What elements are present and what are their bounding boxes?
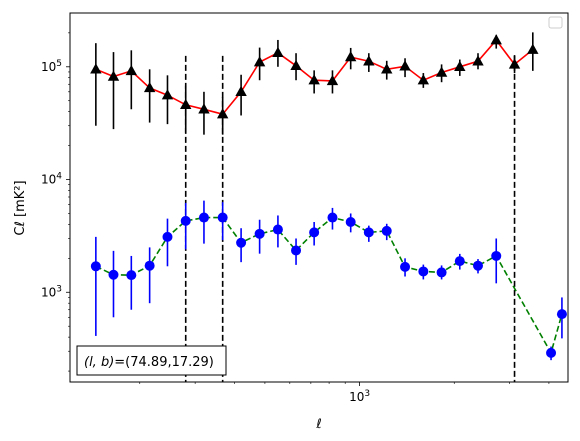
- x-tick-label: 103: [349, 389, 370, 404]
- circle-marker: [309, 227, 320, 238]
- plot-area: [90, 32, 567, 382]
- triangle-marker: [125, 64, 138, 76]
- triangle-marker: [472, 55, 484, 66]
- circle-marker: [272, 224, 283, 235]
- circle-marker: [381, 225, 392, 236]
- triangle-marker: [143, 81, 156, 93]
- y-tick-label: 105: [41, 59, 62, 74]
- triangle-marker: [180, 98, 192, 110]
- circle-marker: [454, 256, 465, 267]
- circle-marker: [236, 237, 247, 248]
- triangle-marker: [527, 43, 539, 54]
- circle-marker: [162, 231, 173, 242]
- circle-marker: [436, 267, 447, 278]
- circle-marker: [126, 270, 137, 281]
- annotation-value: =(74.89,17.29): [114, 355, 214, 370]
- annotation-prefix: (l, b): [84, 355, 114, 370]
- y-axis-label: Cℓ [mK²]: [13, 180, 28, 235]
- triangle-marker: [435, 66, 448, 77]
- y-tick-label: 104: [41, 172, 62, 187]
- circle-marker: [418, 266, 429, 277]
- triangle-marker: [235, 85, 247, 97]
- triangle-marker: [272, 46, 284, 58]
- circle-marker: [400, 261, 411, 272]
- circle-marker: [217, 212, 228, 223]
- circle-marker: [345, 217, 356, 228]
- circle-marker: [291, 245, 302, 256]
- triangle-marker: [326, 74, 339, 86]
- triangle-marker: [308, 74, 320, 85]
- circle-marker: [198, 212, 209, 223]
- circle-marker: [108, 269, 119, 280]
- legend-box: [548, 16, 563, 29]
- annotation-box: [76, 345, 227, 376]
- triangle-marker: [490, 34, 502, 45]
- plot-frame: [69, 12, 569, 383]
- triangle-marker: [161, 89, 174, 100]
- triangle-marker: [344, 51, 357, 62]
- circle-marker: [473, 260, 484, 271]
- triangle-marker: [107, 70, 120, 81]
- circle-marker: [363, 227, 374, 238]
- triangle-marker: [90, 63, 102, 74]
- triangle-marker: [253, 56, 266, 67]
- triangle-marker: [454, 60, 466, 71]
- annotation-text: (l, b)=(74.89,17.29): [84, 355, 214, 370]
- triangle-marker: [198, 103, 210, 114]
- circle-marker: [144, 260, 155, 271]
- triangle-marker: [381, 63, 393, 74]
- triangle-marker: [508, 58, 521, 69]
- x-axis-label: ℓ: [315, 417, 321, 432]
- circle-marker: [254, 228, 265, 239]
- triangle-marker: [363, 55, 375, 66]
- circle-marker: [327, 212, 338, 223]
- triangle-marker: [290, 59, 302, 71]
- circle-marker: [90, 261, 101, 272]
- y-tick-label: 103: [41, 284, 62, 299]
- triangle-marker: [399, 60, 411, 71]
- circle-marker: [180, 215, 191, 226]
- circle-marker: [556, 309, 567, 320]
- triangle-marker: [216, 108, 229, 119]
- position-annotation: (l, b)=(74.89,17.29): [76, 345, 227, 376]
- triangle-marker: [417, 74, 430, 85]
- circle-marker: [491, 250, 502, 261]
- circle-marker: [546, 347, 557, 358]
